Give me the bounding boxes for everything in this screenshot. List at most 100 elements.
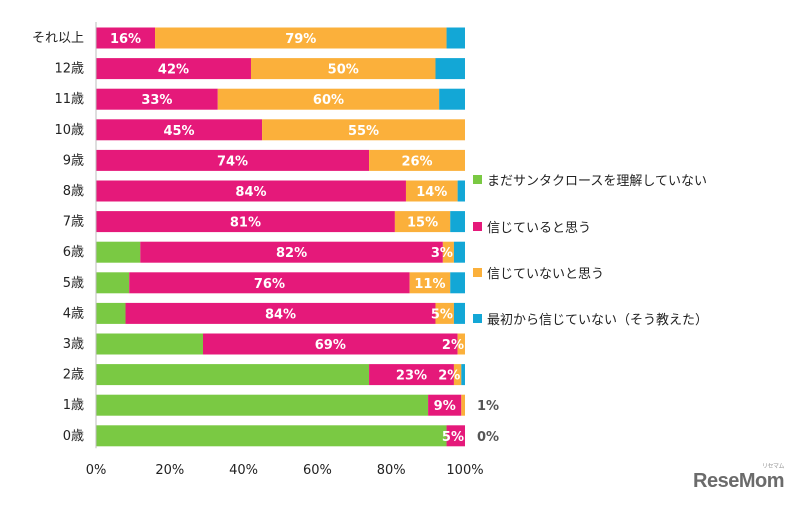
- bar-segment: [96, 241, 141, 263]
- data-label: 81%: [230, 216, 261, 231]
- category-label: 4歳: [63, 306, 84, 321]
- legend-swatch: [473, 268, 482, 277]
- category-label: 2歳: [63, 368, 84, 383]
- data-label: 45%: [163, 124, 194, 139]
- bar-segment: [96, 211, 395, 233]
- bar-segment: [453, 364, 462, 386]
- x-tick-label: 20%: [155, 463, 184, 478]
- watermark-sub: リセマム: [761, 464, 785, 470]
- bar-segment: [129, 272, 410, 294]
- bar-segment: [96, 272, 130, 294]
- legend-swatch: [473, 222, 482, 231]
- bar-segment: [369, 364, 454, 386]
- category-label: 8歳: [63, 184, 84, 199]
- bar-segment: [435, 302, 454, 324]
- bar-segment: [461, 394, 465, 416]
- data-label: 84%: [235, 185, 266, 200]
- bar-segment: [96, 119, 263, 141]
- bar-segment: [96, 333, 204, 355]
- bar-segment: [96, 394, 429, 416]
- data-label: 2%: [438, 369, 460, 384]
- watermark-logo: ReseMom リセマム: [693, 464, 784, 493]
- legend-item: まだサンタクロースを理解していない: [473, 170, 707, 189]
- data-label: 42%: [158, 63, 189, 78]
- category-label: 9歳: [63, 153, 84, 168]
- data-label: 26%: [401, 154, 432, 169]
- data-label: 2%: [442, 338, 464, 353]
- data-label: 69%: [315, 338, 346, 353]
- data-label: 1%: [477, 399, 499, 414]
- bar-segment: [140, 241, 443, 263]
- bar-segment: [450, 272, 465, 294]
- bar-segment: [155, 27, 447, 49]
- bar-segment: [442, 241, 454, 263]
- data-label: 33%: [141, 93, 172, 108]
- category-label: 7歳: [63, 215, 84, 230]
- category-label: 3歳: [63, 337, 84, 352]
- bar-segment: [96, 302, 126, 324]
- bar-segment: [461, 364, 465, 386]
- data-label: 55%: [348, 124, 379, 139]
- bar-segment: [450, 211, 465, 233]
- legend-label: まだサンタクロースを理解していない: [487, 174, 707, 189]
- data-label: 9%: [434, 399, 456, 414]
- bar-segment: [96, 88, 218, 110]
- bar-segment: [262, 119, 465, 141]
- data-label: 79%: [285, 32, 316, 47]
- data-labels: 16% 79% 42% 50% 33% 60% 45% 55% 74% 26% 84% 14% 81% 1…: [110, 32, 499, 445]
- data-label: 14%: [416, 185, 447, 200]
- category-label: それ以上: [32, 31, 84, 46]
- data-label: 60%: [313, 93, 344, 108]
- bar-segment: [217, 88, 440, 110]
- data-label: 76%: [254, 277, 285, 292]
- data-label: 74%: [217, 154, 248, 169]
- bar-segment: [439, 88, 465, 110]
- data-label: 0%: [477, 430, 499, 445]
- legend-label: 信じていると思う: [487, 221, 592, 236]
- bar-segment: [457, 180, 465, 202]
- bar-segment: [96, 425, 447, 447]
- bar-segment: [96, 58, 251, 80]
- data-label: 3%: [431, 246, 453, 261]
- x-tick-label: 100%: [446, 463, 483, 478]
- data-label: 84%: [265, 307, 296, 322]
- watermark-brand: ReseMom: [693, 470, 784, 492]
- bar-segment: [453, 241, 465, 263]
- legend-swatch: [473, 175, 482, 184]
- data-label: 5%: [442, 430, 464, 445]
- bar-segment: [457, 333, 465, 355]
- x-tick-label: 40%: [229, 463, 258, 478]
- bar-segment: [409, 272, 451, 294]
- bar-segment: [96, 27, 156, 49]
- category-label: 11歳: [54, 92, 84, 107]
- legend-label: 信じていないと思う: [487, 267, 605, 282]
- bar-segment: [125, 302, 436, 324]
- legend-item: 最初から信じていない（そう教えた）: [473, 309, 708, 328]
- bar-segment: [453, 302, 465, 324]
- category-label: 6歳: [63, 245, 84, 260]
- category-label: 12歳: [54, 62, 84, 77]
- data-label: 15%: [407, 216, 438, 231]
- category-labels: それ以上 12歳 11歳 10歳 9歳 8歳 7歳 6歳 5歳 4歳 3歳 2歳 1歳 0歳: [32, 31, 84, 444]
- bar-segment: [446, 425, 465, 447]
- bar-segment: [405, 180, 458, 202]
- data-label: 5%: [431, 307, 453, 322]
- data-label: 50%: [328, 63, 359, 78]
- bar-segment: [428, 394, 462, 416]
- legend-item: 信じていると思う: [473, 217, 591, 236]
- x-tick-label: 80%: [377, 463, 406, 478]
- bar-segment: [96, 149, 370, 171]
- bar-segment: [96, 180, 406, 202]
- bar-segment: [435, 58, 465, 80]
- bar-segment: [369, 149, 465, 171]
- bar-segment: [394, 211, 451, 233]
- legend-label: 最初から信じていない（そう教えた）: [487, 313, 709, 328]
- bar-segment: [203, 333, 458, 355]
- bar-area: [95, 22, 465, 449]
- category-label: 10歳: [54, 123, 84, 138]
- category-label: 1歳: [63, 398, 84, 413]
- legend-swatch: [473, 314, 482, 323]
- bar-segment: [96, 364, 370, 386]
- data-label: 11%: [414, 277, 445, 292]
- bar-segment: [250, 58, 436, 80]
